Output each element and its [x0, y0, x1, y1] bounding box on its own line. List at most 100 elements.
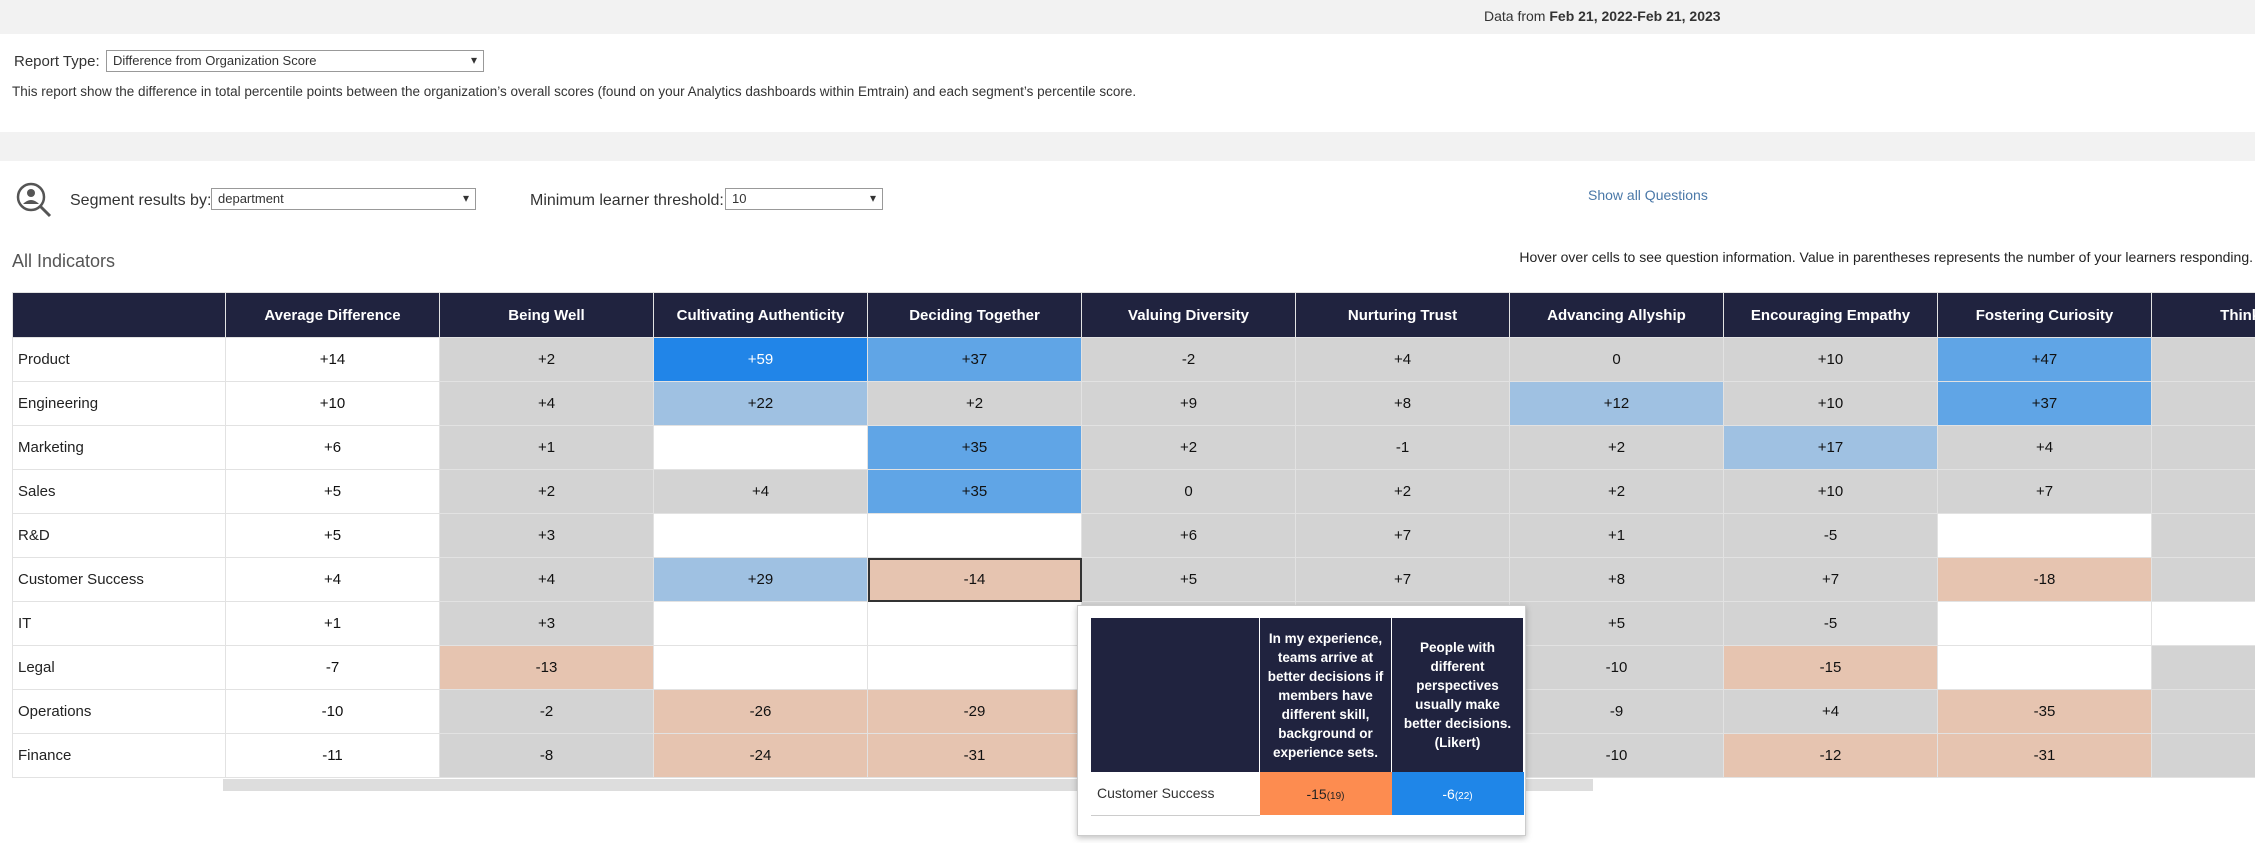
tooltip-corner — [1091, 618, 1260, 772]
cell: +2 — [1295, 469, 1510, 514]
tooltip-question: In my experience, teams arrive at better… — [1259, 618, 1392, 772]
cell: +8 — [1295, 381, 1510, 426]
cell: -11 — [225, 733, 440, 778]
cell: -10 — [225, 689, 440, 734]
cell: +2 — [439, 469, 654, 514]
cell — [2151, 689, 2255, 734]
threshold-dropdown[interactable]: 10 — [725, 188, 883, 210]
cell: +14 — [225, 337, 440, 382]
cell: +4 — [1723, 689, 1938, 734]
cell — [2151, 513, 2255, 558]
tooltip-count: (22) — [1454, 790, 1473, 802]
cell: +9 — [1081, 381, 1296, 426]
tooltip-question: People with different perspectives usual… — [1391, 618, 1524, 772]
segment-dropdown[interactable]: department — [211, 188, 476, 210]
column-header: Fostering Curiosity — [1937, 292, 2152, 338]
cell — [2151, 601, 2255, 646]
cell: +4 — [225, 557, 440, 602]
tooltip-value: -6 — [1442, 785, 1455, 802]
tooltip-value: -15 — [1306, 785, 1327, 802]
date-info: Data from Feb 21, 2022-Feb 21, 2023 — [1484, 8, 1721, 24]
cell: +35 — [867, 425, 1082, 470]
cell — [867, 513, 1082, 558]
cell: -5 — [1723, 601, 1938, 646]
cell: +5 — [225, 469, 440, 514]
cell: +4 — [1937, 425, 2152, 470]
cell — [2151, 425, 2255, 470]
date-label: Data from — [1484, 8, 1546, 24]
cell: +37 — [867, 337, 1082, 382]
cell — [2151, 645, 2255, 690]
indicator-table: Average Difference Being Well Cultivating … — [12, 292, 2255, 778]
column-header: Deciding Together — [867, 292, 1082, 338]
tooltip-count: (19) — [1326, 790, 1345, 802]
show-questions-link[interactable]: Show all Questions — [1588, 187, 1708, 203]
row-label: Product — [12, 337, 226, 382]
column-header: Being Well — [439, 292, 654, 338]
cell: +6 — [1081, 513, 1296, 558]
search-icon — [16, 182, 52, 218]
cell: +22 — [653, 381, 868, 426]
column-header: Thinking S — [2151, 292, 2255, 338]
cell: +1 — [439, 425, 654, 470]
threshold-label: Minimum learner threshold: — [530, 192, 724, 209]
cell — [867, 645, 1082, 690]
cell: +7 — [1937, 469, 2152, 514]
cell — [653, 645, 868, 690]
cell — [653, 425, 868, 470]
row: R&D +5 +3 +6 +7 +1 -5 — [12, 513, 2255, 558]
header-row: Average Difference Being Well Cultivating … — [12, 292, 2255, 338]
cell: +7 — [1295, 557, 1510, 602]
cell: -31 — [1937, 733, 2152, 778]
cell: +2 — [1509, 425, 1724, 470]
cell: -2 — [1081, 337, 1296, 382]
grid: Average Difference Being Well Cultivating … — [12, 292, 2255, 778]
cell — [1937, 645, 2152, 690]
cell: +2 — [439, 337, 654, 382]
cell — [867, 601, 1082, 646]
cell: +4 — [439, 557, 654, 602]
cell: +5 — [225, 513, 440, 558]
date-range: Feb 21, 2022-Feb 21, 2023 — [1549, 8, 1721, 24]
report-dropdown[interactable]: Difference from Organization Score — [106, 50, 484, 72]
cell: +29 — [653, 557, 868, 602]
row-label: Customer Success — [12, 557, 226, 602]
cell: +17 — [1723, 425, 1938, 470]
row-label: Engineering — [12, 381, 226, 426]
cell: +4 — [439, 381, 654, 426]
cell: -24 — [653, 733, 868, 778]
hover-note: Hover over cells to see question informa… — [1519, 249, 2253, 265]
cell: +10 — [1723, 337, 1938, 382]
tooltip: In my experience, teams arrive at better… — [1077, 605, 1526, 836]
cell: +7 — [1295, 513, 1510, 558]
column-header: Valuing Diversity — [1081, 292, 1296, 338]
cell: +3 — [439, 513, 654, 558]
column-header: Average Difference — [225, 292, 440, 338]
tooltip-cell: -15(19) — [1259, 772, 1392, 815]
cell: +35 — [867, 469, 1082, 514]
cell: +2 — [867, 381, 1082, 426]
cell: -13 — [439, 645, 654, 690]
cell: -15 — [1723, 645, 1938, 690]
cell: +3 — [439, 601, 654, 646]
row-label: Marketing — [12, 425, 226, 470]
tooltip-table: In my experience, teams arrive at better… — [1091, 618, 1524, 816]
cell: -18 — [1937, 557, 2152, 602]
cell: -10 — [1509, 733, 1724, 778]
cell: +6 — [225, 425, 440, 470]
cell: 0 — [1509, 337, 1724, 382]
row-label: IT — [12, 601, 226, 646]
cell — [2151, 469, 2255, 514]
description: This report show the difference in total… — [12, 84, 1137, 99]
top-bar — [0, 0, 2255, 34]
cell: +8 — [1509, 557, 1724, 602]
cell: +1 — [225, 601, 440, 646]
corner-header — [12, 292, 226, 338]
cell: -1 — [1295, 425, 1510, 470]
column-header: Cultivating Authenticity — [653, 292, 868, 338]
row: Marketing +6 +1 +35 +2 -1 +2 +17 +4 — [12, 425, 2255, 470]
cell: +4 — [1295, 337, 1510, 382]
row: Product +14 +2 +59 +37 -2 +4 0 +10 +47 — [12, 337, 2255, 382]
cell: +37 — [1937, 381, 2152, 426]
